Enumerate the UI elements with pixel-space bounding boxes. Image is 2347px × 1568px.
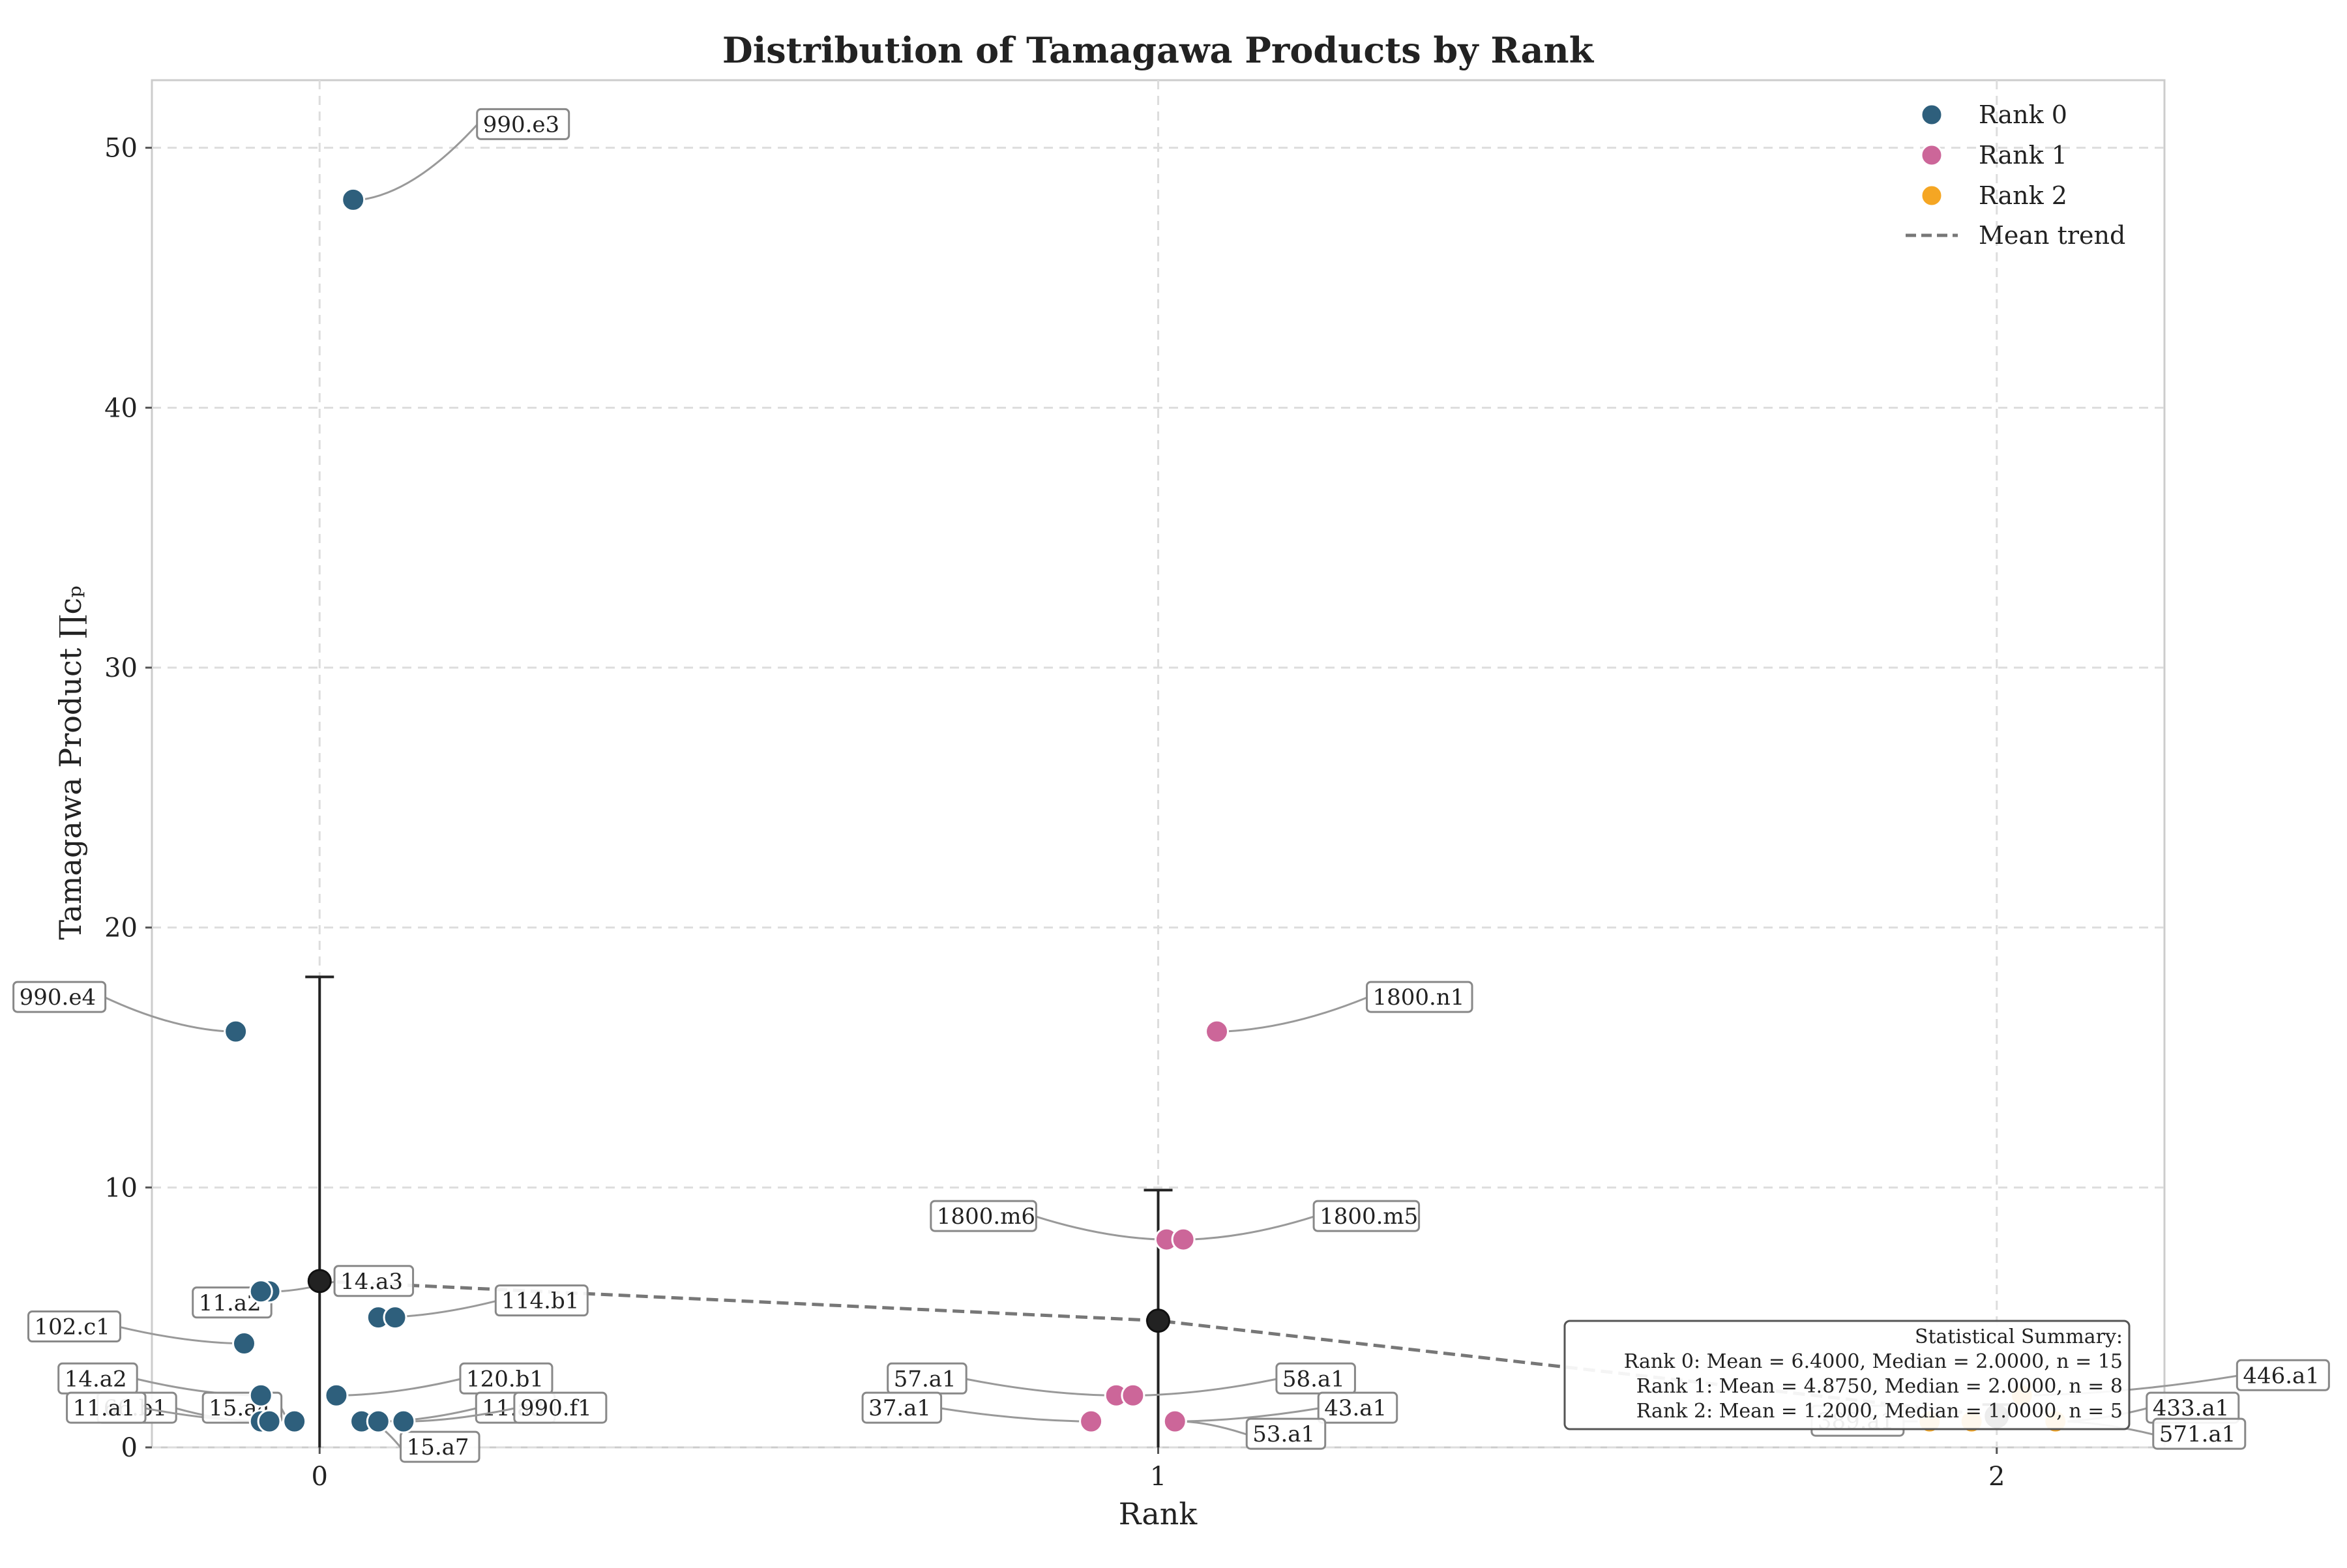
x-tick-label: 2 (1988, 1462, 2005, 1492)
summary-box-frame (1563, 1320, 2131, 1430)
y-axis-label: Tamagawa Product ∏cₚ (53, 585, 88, 939)
y-tick-label: 10 (104, 1173, 138, 1203)
annotation-arrow-990-f1 (411, 1407, 515, 1423)
annotation-box-58-a1 (1275, 1362, 1356, 1395)
annotation-box-1800-m5 (1312, 1200, 1421, 1232)
data-point-rank-0-102-c1[interactable] (231, 1331, 256, 1356)
annotation-label-57-a1: 57.a1 (894, 1366, 956, 1392)
annotation-box-571-a1 (2152, 1417, 2247, 1450)
y-tick-label: 40 (104, 393, 138, 423)
annotation-box-53-a1 (1245, 1417, 1327, 1450)
annotation-label-14-a3: 14.a3 (340, 1269, 403, 1295)
annotation-box-14-a3 (333, 1265, 415, 1297)
mean-marker-rank-1[interactable] (1146, 1309, 1170, 1333)
annotation-label-1800-m5: 1800.m5 (1320, 1204, 1418, 1230)
x-tick-label: 0 (312, 1462, 328, 1492)
annotation-label-990-f1: 990.f1 (520, 1395, 592, 1421)
annotation-box-1800-n1 (1366, 981, 1473, 1013)
annotation-arrow-102-c1 (120, 1326, 237, 1345)
legend-marker-rank-0 (1920, 103, 1943, 126)
annotation-arrow-43-a1 (1183, 1407, 1319, 1423)
annotation-arrow-990-e4 (104, 996, 228, 1033)
annotation-box-990-e3 (476, 108, 570, 140)
annotation-arrow-1800-m6 (1035, 1215, 1159, 1241)
legend-label-rank-0: Rank 0 (1979, 100, 2067, 129)
annotation-arrow-1800-m5 (1191, 1215, 1314, 1241)
data-point-rank-0-990-f1[interactable] (391, 1409, 416, 1434)
summary-line-rank-0: Rank 0: Mean = 6.4000, Median = 2.0000, … (1624, 1350, 2123, 1373)
annotation-arrow-120-b1 (344, 1378, 461, 1397)
annotation-label-990-e4: 990.e4 (20, 984, 96, 1011)
y-tick-label: 20 (104, 913, 138, 943)
mean-marker-rank-0[interactable] (307, 1269, 332, 1294)
annotation-box-11-a1 (66, 1391, 147, 1424)
data-point-rank-1-1800-n1[interactable] (1205, 1019, 1230, 1044)
summary-line-rank-2: Rank 2: Mean = 1.2000, Median = 1.0000, … (1636, 1400, 2123, 1423)
data-point-rank-1-1800-m5[interactable] (1171, 1227, 1196, 1252)
annotation-arrow-58-a1 (1140, 1378, 1277, 1397)
data-point-rank-1-53-a1[interactable] (1162, 1409, 1187, 1434)
annotation-arrow-37-a1 (941, 1407, 1084, 1423)
legend-label-mean-trend: Mean trend (1979, 221, 2125, 250)
annotation-label-571-a1: 571.a1 (2159, 1421, 2236, 1447)
data-point-rank-0-11-a2[interactable] (248, 1279, 273, 1304)
annotation-box-1800-m6 (930, 1200, 1037, 1232)
annotation-label-14-a2: 14.a2 (65, 1366, 127, 1392)
annotation-label-53-a1: 53.a1 (1252, 1421, 1315, 1447)
annotation-box-15-a7 (400, 1430, 480, 1463)
y-tick-label: 0 (121, 1433, 138, 1463)
annotation-box-43-a1 (1317, 1391, 1398, 1424)
annotation-label-433-a1: 433.a1 (2153, 1395, 2230, 1421)
annotation-label-102-c1: 102.c1 (34, 1314, 110, 1340)
data-point-rank-0-unlabeled-5[interactable] (383, 1305, 407, 1330)
legend[interactable]: Rank 0 Rank 1 Rank 2 Mean trend (1906, 100, 2125, 250)
data-point-rank-0-15-a4[interactable] (282, 1409, 307, 1434)
chart-title: Distribution of Tamagawa Products by Ran… (722, 29, 1595, 71)
annotation-label-11-a1: 11.a1 (73, 1395, 136, 1421)
data-point-rank-1-37-a1[interactable] (1079, 1409, 1104, 1434)
statistical-summary-box: Statistical Summary: Rank 0: Mean = 6.40… (1563, 1320, 2131, 1430)
annotation-label-37-a1: 37.a1 (868, 1395, 931, 1421)
x-tick-label: 1 (1150, 1462, 1166, 1492)
data-point-rank-1-58-a1[interactable] (1121, 1383, 1145, 1408)
annotation-label-43-a1: 43.a1 (1324, 1395, 1387, 1421)
annotation-label-990-e3: 990.e3 (483, 111, 559, 138)
grid (152, 80, 2164, 1449)
data-point-rank-0-11-a1[interactable] (257, 1409, 282, 1434)
annotation-arrow-57-a1 (966, 1378, 1109, 1397)
annotation-box-37-a1 (861, 1391, 943, 1424)
annotation-label-1800-m6: 1800.m6 (937, 1204, 1035, 1230)
data-point-rank-0-14-a2[interactable] (248, 1383, 273, 1408)
x-axis-label: Rank (1119, 1496, 1198, 1531)
data-point-rank-0-11-a3[interactable] (366, 1409, 391, 1434)
annotation-label-446-a1: 446.a1 (2243, 1363, 2320, 1389)
summary-title: Statistical Summary: (1915, 1325, 2123, 1348)
annotation-label-120-b1: 120.b1 (466, 1366, 544, 1392)
y-tick-label: 30 (104, 653, 138, 683)
legend-marker-rank-2 (1920, 184, 1943, 207)
annotation-arrow-990-e3 (361, 124, 478, 201)
annotation-arrow-1800-n1 (1224, 996, 1368, 1033)
legend-marker-rank-1 (1920, 143, 1943, 167)
annotation-box-102-c1 (27, 1310, 121, 1343)
legend-label-rank-1: Rank 1 (1979, 141, 2067, 170)
data-point-rank-0-120-b1[interactable] (324, 1383, 349, 1408)
annotation-label-114-b1: 114.b1 (501, 1288, 579, 1314)
data-point-rank-0-990-e4[interactable] (224, 1019, 248, 1044)
annotation-box-990-e4 (12, 981, 107, 1013)
annotation-box-446-a1 (2236, 1359, 2330, 1391)
annotation-box-990-f1 (513, 1391, 608, 1424)
annotation-label-15-a7: 15.a7 (407, 1434, 469, 1460)
annotation-label-58-a1: 58.a1 (1282, 1366, 1345, 1392)
data-point-rank-0-990-e3[interactable] (341, 187, 366, 212)
annotation-label-1800-n1: 1800.n1 (1373, 984, 1465, 1011)
summary-line-rank-1: Rank 1: Mean = 4.8750, Median = 2.0000, … (1636, 1375, 2123, 1398)
annotation-box-114-b1 (494, 1284, 589, 1317)
annotation-arrow-53-a1 (1183, 1420, 1247, 1436)
y-tick-label: 50 (104, 134, 138, 164)
legend-label-rank-2: Rank 2 (1979, 181, 2067, 210)
